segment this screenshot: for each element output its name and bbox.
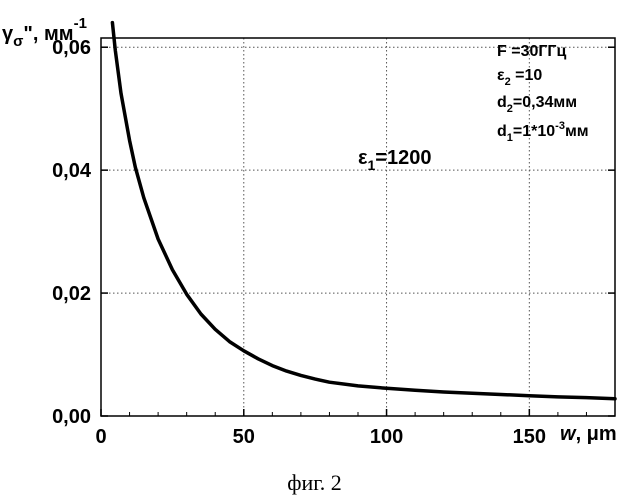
- param-text: d: [497, 94, 507, 111]
- param-text: =1*10: [513, 123, 555, 140]
- chart: 050100150 0,000,020,040,06 γσ", мм-1 w, …: [0, 0, 629, 470]
- parameter-annotations: F =30ГГц ε2 =10 d2=0,34мм d1=1*10-3мм: [497, 43, 589, 144]
- param-text: F =30ГГц: [497, 43, 567, 60]
- parameter-line: F =30ГГц: [497, 43, 567, 60]
- param-text: d: [497, 123, 507, 140]
- param-text: =0,34мм: [513, 94, 577, 111]
- param-text: мм: [565, 123, 589, 140]
- y-tick-label: 0,04: [52, 160, 92, 182]
- x-tick-label: 150: [513, 426, 546, 448]
- x-tick-label: 50: [233, 426, 255, 448]
- param-superscript: -3: [555, 120, 565, 132]
- y-tick-label: 0,02: [52, 283, 91, 305]
- parameter-line: ε2 =10: [497, 67, 542, 88]
- eps1-annotation: ε1=1200: [358, 147, 431, 173]
- y-tick-label: 0,00: [52, 406, 91, 428]
- x-tick-labels: 0 50 100 150: [95, 426, 546, 448]
- figure-caption: фиг. 2: [0, 470, 629, 496]
- param-text: =10: [511, 67, 543, 84]
- x-axis-label: w, μm: [560, 423, 617, 445]
- y-tick-labels: 0,000,020,040,06: [52, 37, 92, 428]
- x-tick-label: 100: [370, 426, 403, 448]
- parameter-line: d1=1*10-3мм: [497, 120, 589, 144]
- x-tick-label: 0: [95, 426, 106, 448]
- parameter-line: d2=0,34мм: [497, 94, 577, 115]
